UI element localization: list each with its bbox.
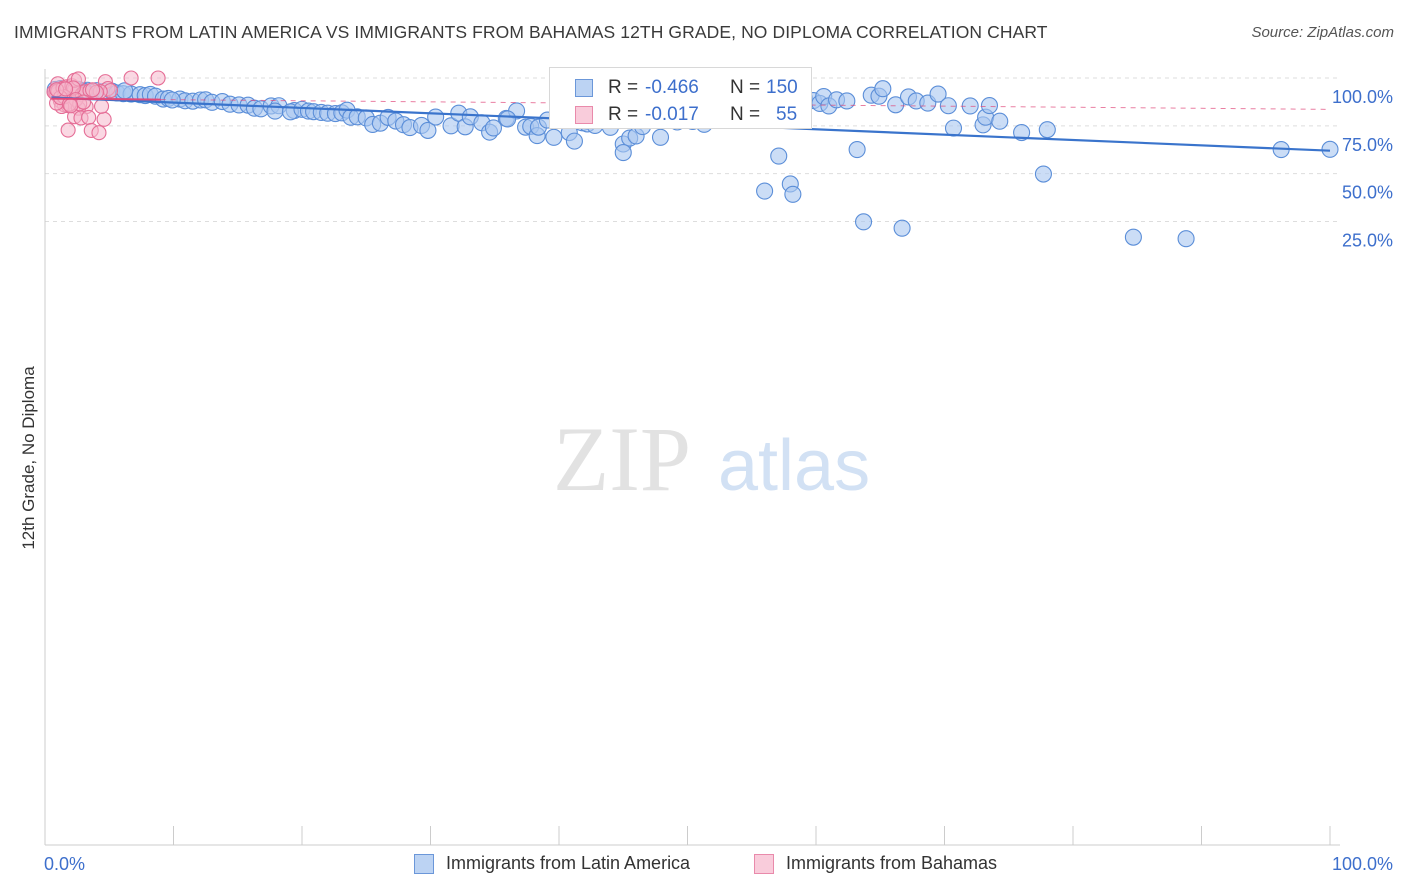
r-value: -0.017 [645,104,699,125]
latin-america-point [929,85,947,103]
latin-america-point [854,213,873,231]
series-legend: Immigrants from Latin America Immigrants… [0,852,1406,878]
n-value: 150 [766,77,798,98]
stats-row-bahamas: R = -0.017 N = 55 [550,99,811,129]
watermark-atlas: atlas [718,426,870,506]
latin-america-point [1124,228,1142,246]
latin-america-point [1013,123,1031,142]
latin-america-point [893,219,911,237]
latin-america-point [848,140,866,159]
n-label: N = [730,77,761,98]
bahamas-point [58,81,74,97]
latin-america-point [1321,140,1339,158]
latin-america-point [419,121,437,139]
chart-title: IMMIGRANTS FROM LATIN AMERICA VS IMMIGRA… [14,22,1048,42]
y-tick-label: 50.0% [1342,183,1393,203]
latin-america-point [991,112,1009,130]
r-label: R = [608,104,639,125]
stats-row-latin-america: R = -0.466 N = 150 [550,72,811,102]
bahamas-point [84,82,101,98]
watermark: ZIP atlas [553,408,870,510]
bahamas-point [60,122,76,138]
legend-swatch-blue [414,854,434,874]
legend-swatch-pink [575,106,593,124]
bahamas-point [93,98,110,114]
latin-america-point [838,92,856,110]
r-value: -0.466 [645,77,699,98]
latin-america-point [770,147,788,165]
latin-america-point [1034,165,1052,183]
legend-swatch-blue [575,79,593,97]
y-tick-label: 75.0% [1342,135,1393,155]
latin-america-point [427,108,445,126]
latin-america-point [1038,121,1056,139]
latin-america-point [499,110,517,128]
bahamas-point [123,70,139,86]
n-value: 55 [776,104,798,125]
legend-label: Immigrants from Latin America [446,853,691,873]
series-bahamas-points [46,70,166,141]
latin-america-point [874,80,892,98]
latin-america-point [545,128,563,146]
axes [44,69,1340,846]
y-tick-label: 100.0% [1332,87,1393,107]
latin-america-point [784,185,802,203]
stats-legend: R = -0.466 N = 150 R = -0.017 N = 55 [549,67,812,129]
latin-america-point [939,97,957,115]
r-label: R = [608,77,639,98]
watermark-zip: ZIP [553,408,691,510]
bahamas-trend-line-solid [51,97,161,101]
legend-label: Immigrants from Bahamas [786,853,998,873]
legend-swatch-pink [754,854,774,874]
bahamas-point [96,111,112,127]
latin-america-point [980,96,999,115]
latin-america-point [887,96,905,114]
bahamas-point [63,98,79,114]
bahamas-point [81,109,97,125]
y-tick-label: 25.0% [1342,230,1393,250]
x-tick-label: 0.0% [44,854,85,874]
latin-america-point [484,119,503,137]
y-axis-label: 12th Grade, No Diploma [19,366,38,550]
n-label: N = [730,104,761,125]
latin-america-point [614,144,632,162]
tick-labels: 100.0% 75.0% 50.0% 25.0% 0.0% 100.0% [44,87,1393,874]
latin-america-point [651,128,670,146]
latin-america-point [1177,230,1195,248]
x-tick-label: 100.0% [1332,854,1393,874]
bahamas-point [150,70,166,86]
bahamas-point [91,125,107,141]
latin-america-point [565,132,583,150]
source-credit: Source: ZipAtlas.com [1251,24,1394,41]
latin-america-point [756,182,774,200]
bahamas-point [76,94,92,110]
